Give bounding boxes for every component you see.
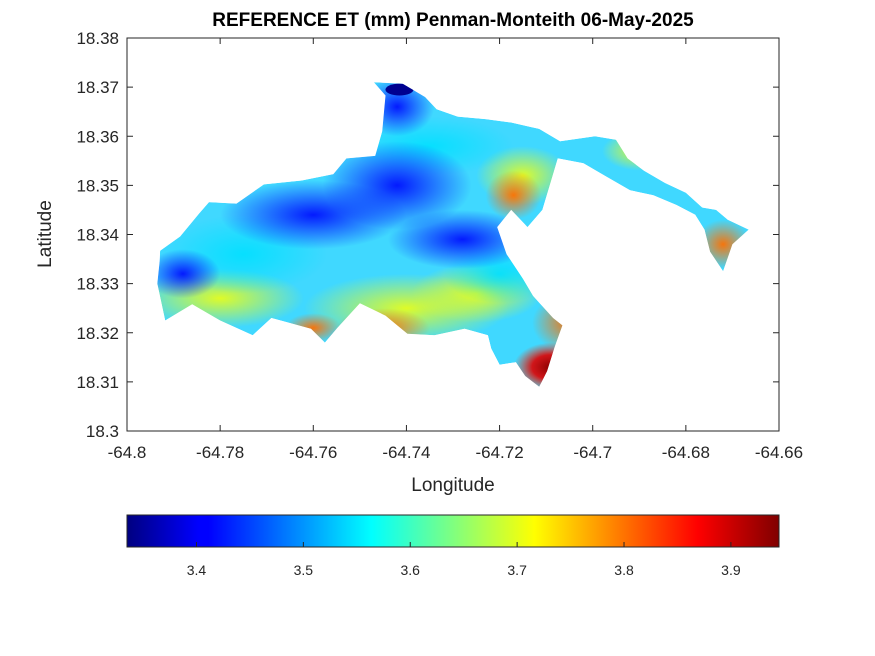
x-tick-label: -64.66 xyxy=(755,443,803,462)
colorbar-tick-label: 3.6 xyxy=(401,562,421,578)
y-tick-label: 18.36 xyxy=(76,127,119,146)
y-tick-label: 18.33 xyxy=(76,275,119,294)
heatmap-blob xyxy=(157,249,221,299)
x-tick-label: -64.68 xyxy=(662,443,710,462)
colorbar-ticks: 3.4 3.5 3.6 3.7 3.8 3.9 xyxy=(187,542,741,578)
y-tick-label: 18.31 xyxy=(76,373,119,392)
heatmap-blob xyxy=(485,170,542,220)
y-tick-label: 18.32 xyxy=(76,324,119,343)
x-tick-label: -64.8 xyxy=(108,443,147,462)
x-tick-label: -64.72 xyxy=(475,443,523,462)
heatmap-blob xyxy=(322,141,472,230)
colorbar xyxy=(126,514,780,548)
colorbar-tick-label: 3.5 xyxy=(294,562,314,578)
colorbar-tick-label: 3.8 xyxy=(614,562,634,578)
y-tick-label: 18.38 xyxy=(76,29,119,48)
x-axis: -64.8 -64.78 -64.76 -64.74 -64.72 -64.7 -64.68… xyxy=(108,38,803,462)
y-tick-label: 18.3 xyxy=(86,422,119,441)
heatmap-blob xyxy=(385,83,414,96)
x-tick-label: -64.76 xyxy=(289,443,337,462)
y-axis-label: Latitude xyxy=(35,200,56,268)
y-tick-label: 18.37 xyxy=(76,78,119,97)
x-tick-label: -64.74 xyxy=(382,443,430,462)
y-tick-label: 18.35 xyxy=(76,176,119,195)
y-tick-label: 18.34 xyxy=(76,226,119,245)
x-axis-label: Longitude xyxy=(411,475,494,496)
x-tick-label: -64.78 xyxy=(196,443,244,462)
colorbar-tick-label: 3.7 xyxy=(507,562,527,578)
chart-title: REFERENCE ET (mm) Penman-Monteith 06-May… xyxy=(212,10,694,31)
colorbar-tick-label: 3.9 xyxy=(721,562,741,578)
colorbar-tick-label: 3.4 xyxy=(187,562,207,578)
x-tick-label: -64.7 xyxy=(573,443,612,462)
y-axis: 18.3 18.31 18.32 18.33 18.34 18.35 18.36 18.37 1… xyxy=(76,29,779,441)
